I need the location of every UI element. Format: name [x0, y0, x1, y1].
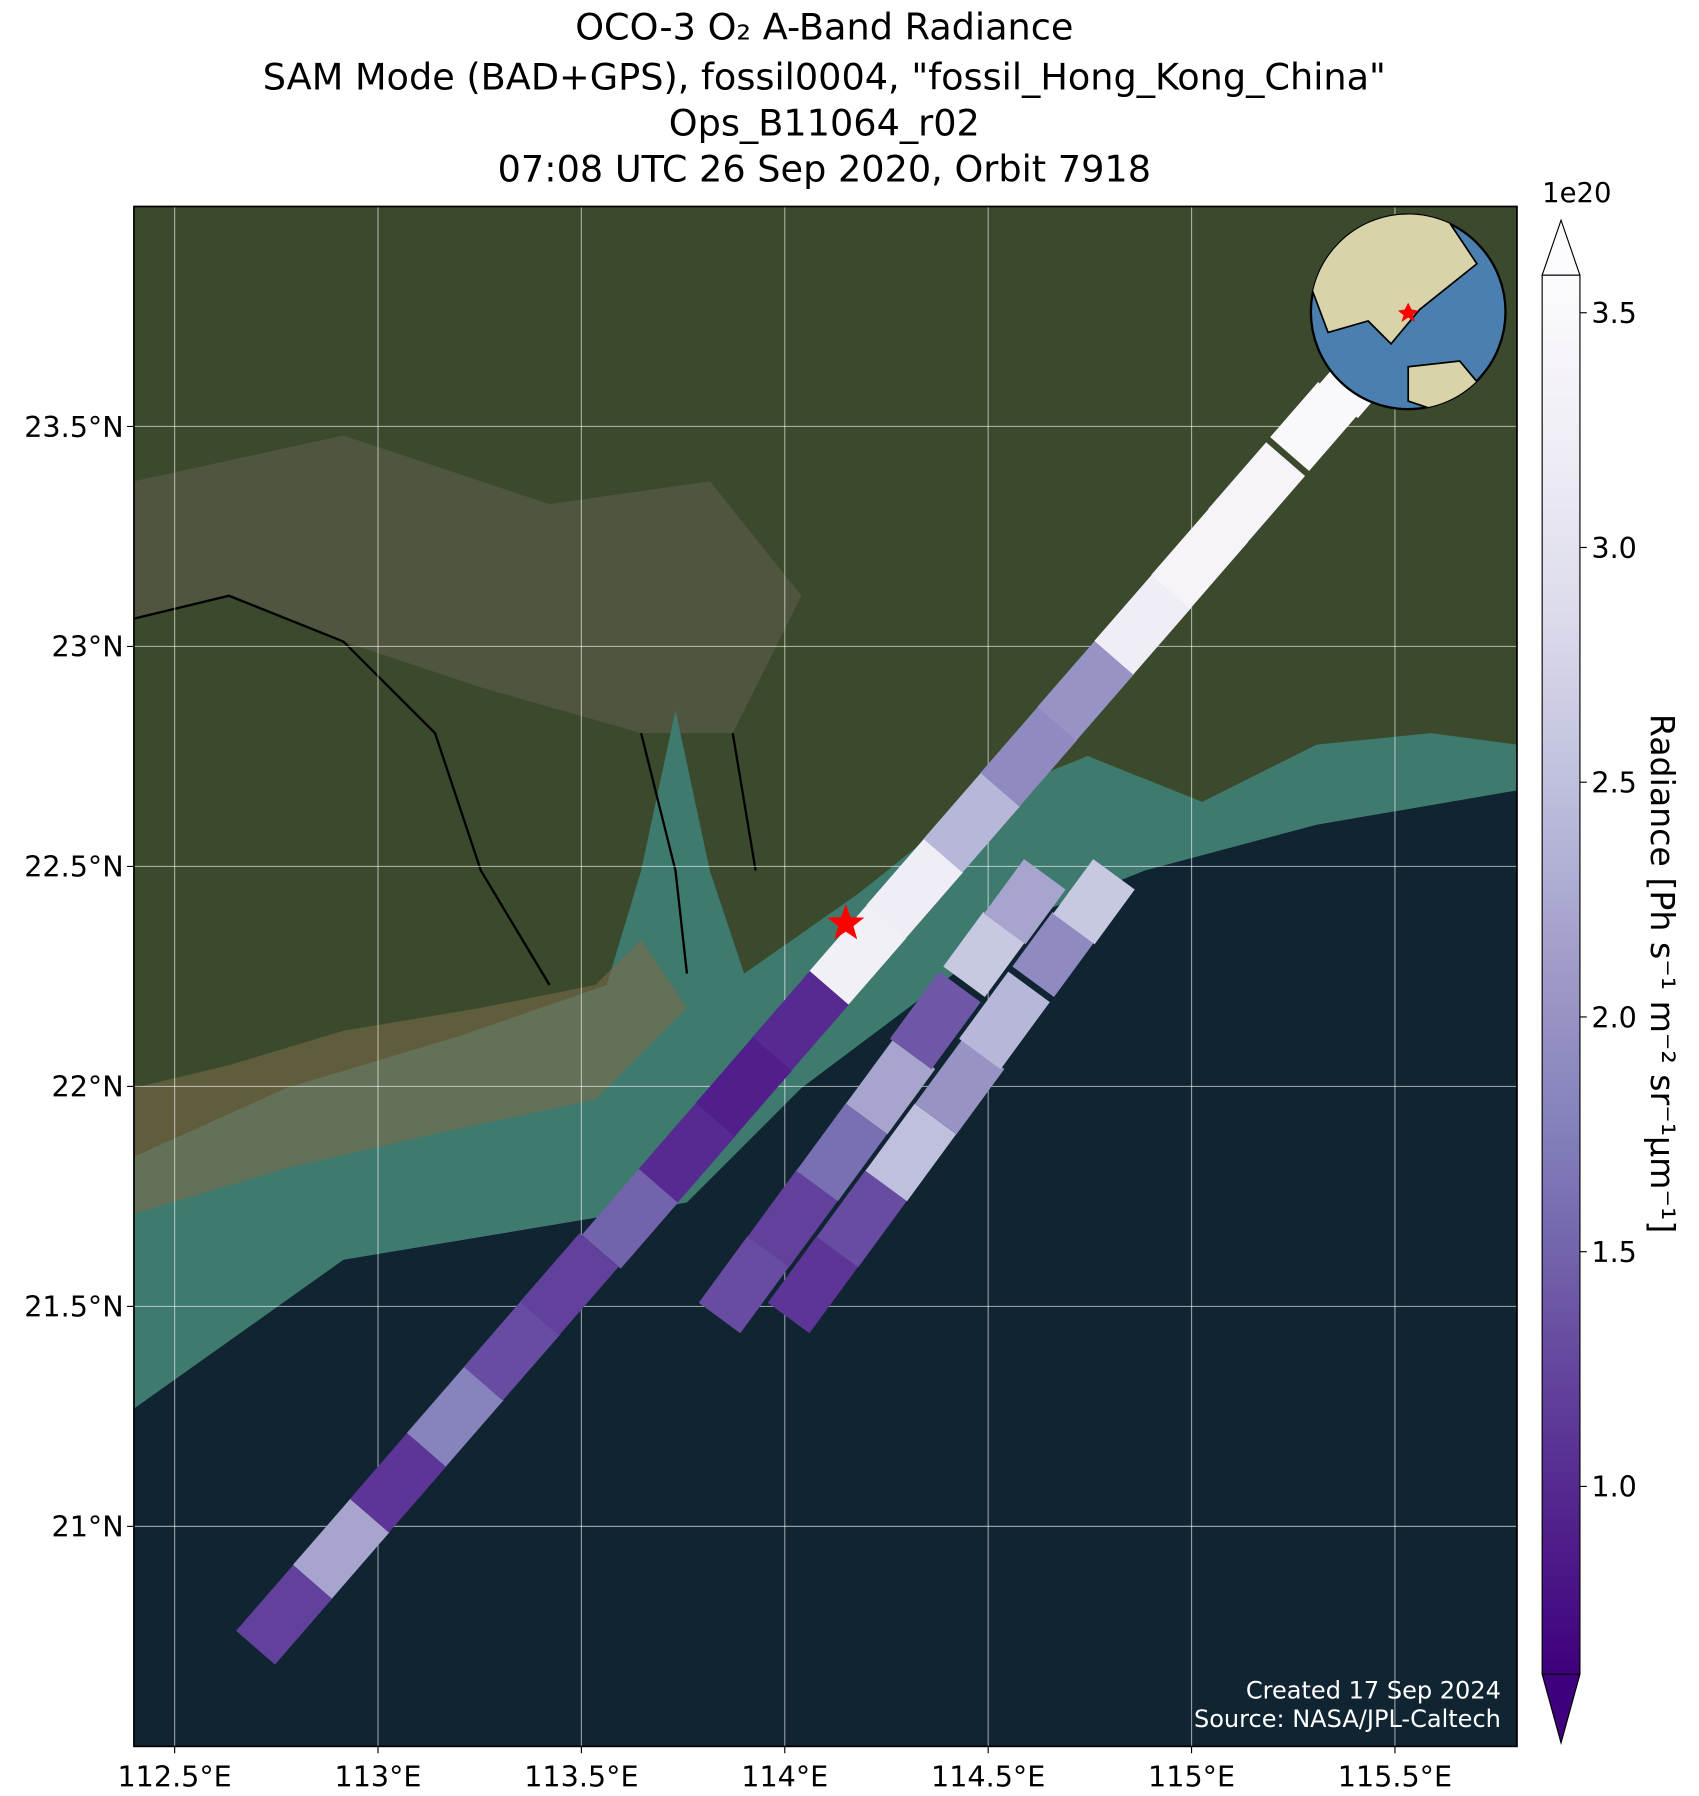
x-tick-label: 113.5°E: [524, 1759, 638, 1793]
globe-inset: [1309, 213, 1507, 411]
x-tick-label: 114°E: [741, 1759, 828, 1793]
y-tick-label: 22°N: [52, 1070, 124, 1104]
swath-cell: [698, 1235, 790, 1334]
colorbar-tick-label: 3.5: [1591, 296, 1637, 330]
swath-cell: [980, 706, 1078, 807]
swath-cell: [752, 970, 850, 1071]
sediment: [133, 939, 687, 1214]
swath-cell: [767, 1235, 859, 1334]
swath-cell: [1270, 382, 1357, 471]
swath: [236, 329, 1406, 1665]
y-tick-label: 21.5°N: [24, 1290, 123, 1324]
urban-area: [133, 435, 802, 734]
swath-cell: [809, 904, 907, 1005]
globe-marker: [1397, 302, 1419, 323]
target-marker: [827, 904, 865, 940]
swath-cell: [236, 1564, 333, 1665]
swath-cell: [1151, 508, 1249, 609]
colorbar: 1e20 Radiance [Ph s⁻¹ m⁻² sr⁻¹μm⁻¹] 1.0 1…: [1541, 178, 1682, 1746]
x-tick-label: 114.5°E: [931, 1759, 1045, 1793]
colorbar-tick-label: 2.0: [1591, 1000, 1637, 1034]
swath-cell: [943, 911, 1025, 997]
y-tick-label: 23°N: [52, 630, 124, 664]
colorbar-tick-label: 3.0: [1591, 531, 1637, 565]
title-line: OCO-3 O₂ A-Band Radiance: [575, 5, 1073, 48]
swath-cell: [845, 1038, 936, 1135]
swath-cell: [695, 1036, 793, 1137]
swath-cell: [889, 971, 981, 1070]
swath-cell: [349, 1432, 447, 1533]
x-tick-label: 113°E: [335, 1759, 422, 1793]
swath-cell: [816, 1169, 908, 1268]
colorbar-tick-label: 1.0: [1591, 1470, 1637, 1504]
annotation: Source: NASA/JPL-Caltech: [1194, 1705, 1501, 1733]
swath-cell: [1208, 442, 1306, 543]
x-tick-label: 112.5°E: [117, 1759, 231, 1793]
title-line: SAM Mode (BAD+GPS), fossil0004, "fossil_…: [263, 56, 1386, 99]
swath-cell: [463, 1300, 561, 1401]
annotation: Created 17 Sep 2024: [1246, 1676, 1501, 1704]
colorbar-tick-label: 2.5: [1591, 766, 1637, 800]
swath-cell: [638, 1102, 736, 1203]
y-tick-label: 23.5°N: [24, 410, 123, 444]
colorbar-body: [1541, 274, 1581, 1675]
y-tick-label: 22.5°N: [24, 850, 123, 884]
swath-cell: [1053, 859, 1135, 945]
swath-cell: [406, 1366, 504, 1467]
colorbar-label: Radiance [Ph s⁻¹ m⁻² sr⁻¹μm⁻¹]: [1643, 714, 1682, 1233]
swath-cell: [1012, 911, 1095, 997]
swath-cell: [865, 1103, 957, 1202]
swath-cell: [923, 772, 1021, 873]
colorbar-extend-max: [1541, 218, 1581, 276]
swath-cell: [581, 1168, 679, 1269]
plot-frame: [133, 205, 1518, 1748]
globe-land: [1310, 214, 1479, 346]
y-tick-label: 21°N: [52, 1510, 124, 1544]
swath-cell: [1094, 574, 1192, 675]
swath-cell: [1037, 640, 1135, 741]
swath-cell: [292, 1498, 390, 1599]
x-tick-label: 115°E: [1148, 1759, 1235, 1793]
colorbar-tick-label: 1.5: [1591, 1235, 1637, 1269]
swath-cell: [747, 1169, 839, 1268]
colorbar-multiplier: 1e20: [1542, 178, 1611, 209]
title-line: 07:08 UTC 26 Sep 2020, Orbit 7918: [498, 147, 1151, 190]
swath-cell: [866, 838, 964, 939]
coastline: [133, 594, 757, 986]
swath-cell: [959, 971, 1050, 1070]
swath-cell: [519, 1233, 619, 1336]
swath-cell: [915, 1038, 1005, 1135]
colorbar-extend-min: [1541, 1673, 1581, 1746]
swath-cell: [983, 859, 1066, 945]
x-tick-label: 115.5°E: [1338, 1759, 1452, 1793]
swath-cell: [796, 1103, 888, 1202]
title-line: Ops_B11064_r02: [669, 102, 980, 145]
